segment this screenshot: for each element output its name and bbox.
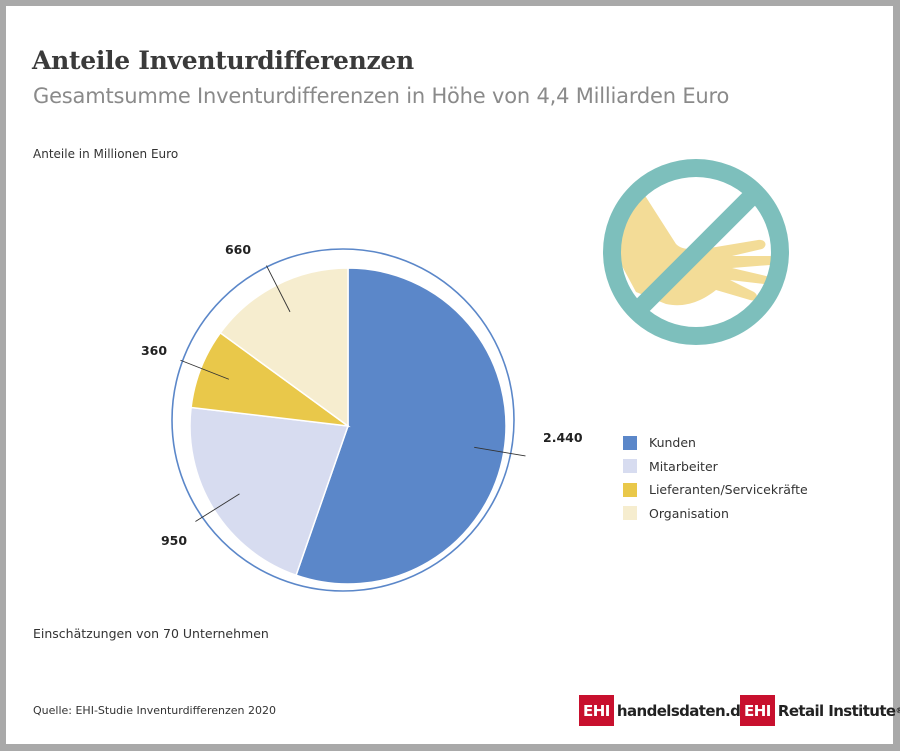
legend-item: Lieferanten/Servicekräfte — [623, 478, 808, 502]
chart-card: Anteile Inventurdifferenzen Gesamtsumme … — [6, 6, 900, 744]
chart-subtitle: Gesamtsumme Inventurdifferenzen in Höhe … — [33, 84, 730, 108]
legend-swatch — [623, 482, 637, 497]
leader-line — [266, 265, 291, 313]
ehi-logo-box: EHI — [579, 695, 614, 726]
leader-line — [195, 493, 240, 522]
ehi-logo-box: EHI — [740, 695, 775, 726]
chart-title: Anteile Inventurdifferenzen — [32, 46, 414, 75]
legend-item: Organisation — [623, 502, 808, 526]
pie-chart: 2.440 950 360 660 — [141, 159, 789, 592]
legend-item: Mitarbeiter — [623, 455, 808, 479]
prohibition-bar — [628, 184, 764, 320]
sample-note: Einschätzungen von 70 Unternehmen — [33, 626, 269, 641]
legend-label: Lieferanten/Servicekräfte — [649, 482, 808, 498]
handelsdaten-logo[interactable]: EHI handelsdaten.de — [579, 694, 750, 727]
legend-label: Mitarbeiter — [649, 458, 718, 474]
data-label: 950 — [161, 533, 187, 548]
retail-institute-logo-text: Retail Institute — [777, 701, 896, 720]
legend: Kunden Mitarbeiter Lieferanten/Servicekräf… — [623, 431, 808, 525]
data-label: 2.440 — [543, 430, 583, 445]
legend-label: Organisation — [649, 505, 729, 521]
handelsdaten-logo-text: handelsdaten.de — [616, 701, 751, 720]
retail-institute-logo[interactable]: EHI Retail Institute ® — [740, 694, 900, 727]
prohibition-circle — [603, 159, 789, 345]
legend-swatch — [623, 506, 637, 521]
no-theft-hand-icon — [603, 159, 789, 345]
registered-mark: ® — [895, 706, 900, 715]
legend-item: Kunden — [623, 431, 808, 455]
unit-label: Anteile in Millionen Euro — [33, 147, 179, 161]
source-note: Quelle: EHI-Studie Inventurdifferenzen 2… — [33, 704, 276, 717]
legend-label: Kunden — [649, 435, 696, 451]
legend-swatch — [623, 435, 637, 450]
data-label: 660 — [225, 242, 251, 257]
leader-line — [180, 359, 230, 380]
legend-swatch — [623, 459, 637, 474]
data-label: 360 — [141, 343, 167, 358]
leader-line — [474, 446, 526, 457]
pie-outer-ring — [171, 248, 515, 592]
